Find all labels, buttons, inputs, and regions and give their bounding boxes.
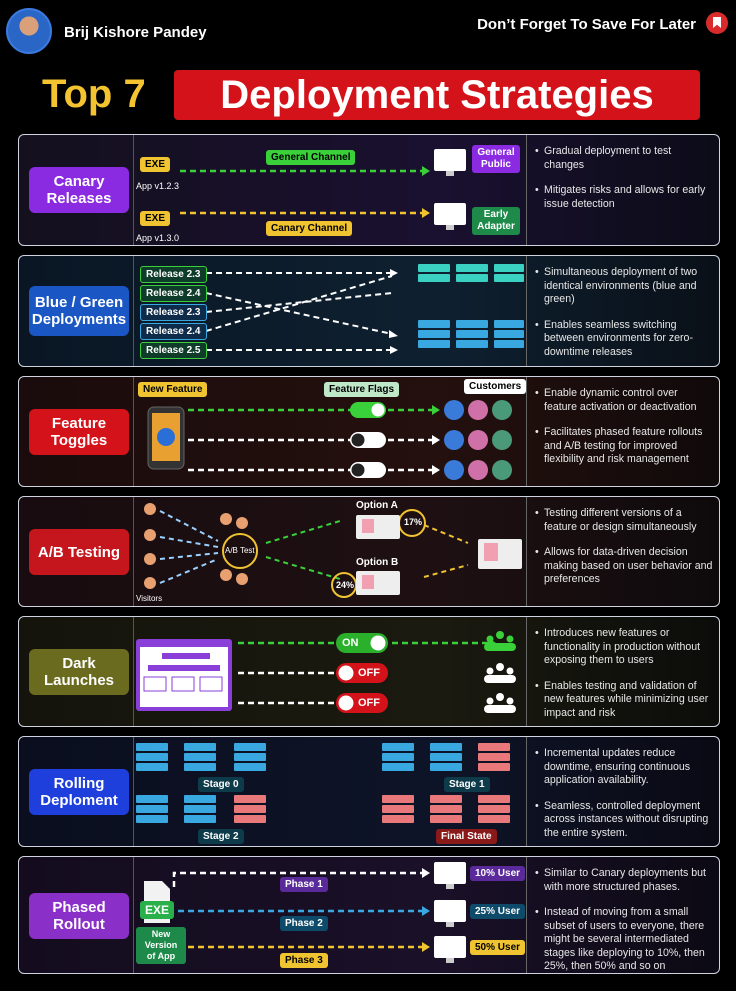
new-feature-label: New Feature <box>138 382 208 397</box>
feature-toggles-description: Enable dynamic control over feature acti… <box>526 377 719 486</box>
dark-launch-arrows <box>136 631 516 713</box>
section-label: Canary Releases <box>29 167 129 213</box>
user-50-label: 50% User <box>470 940 526 955</box>
author-name: Brij Kishore Pandey <box>64 24 207 41</box>
bullet: Incremental updates reduce downtime, ens… <box>535 747 713 788</box>
section-label: A/B Testing <box>29 529 129 575</box>
app-version-1: App v1.2.3 <box>136 181 180 191</box>
bullet: Allows for data-driven decision making b… <box>535 546 713 587</box>
stage-0-label: Stage 0 <box>198 777 244 792</box>
stage-2-label: Stage 2 <box>198 829 244 844</box>
final-state-label: Final State <box>436 829 497 844</box>
bullet: Enable dynamic control over feature acti… <box>535 387 713 414</box>
option-b-percent: 24% <box>336 580 355 590</box>
feature-toggles-diagram: New Feature Feature Flags Customers <box>133 377 527 486</box>
user-10-label: 10% User <box>470 866 526 881</box>
customers-label: Customers <box>464 379 527 394</box>
bookmark-icon[interactable] <box>706 12 728 34</box>
page-title: Top 7 Deployment Strategies <box>0 68 736 124</box>
phased-rollout-diagram: EXE New Version of App Phase 1 Phase 2 P… <box>133 857 526 973</box>
bullet: Testing different versions of a feature … <box>535 507 713 534</box>
canary-channel-label: Canary Channel <box>266 221 353 236</box>
title-part-2: Deployment Strategies <box>174 70 700 120</box>
rolling-server-grid <box>136 743 510 823</box>
general-public-label: General Public <box>472 145 520 173</box>
section-ab-testing: A/B Testing <box>18 496 720 607</box>
bullet: Seamless, controlled deployment across i… <box>535 800 713 841</box>
release-tag: Release 2.5 <box>140 342 207 359</box>
bullet: Enables seamless switching between envir… <box>535 319 713 360</box>
user-25-label: 25% User <box>470 904 526 919</box>
canary-description: Gradual deployment to test changes Mitiga… <box>526 135 719 245</box>
title-part-1: Top 7 <box>42 72 146 116</box>
option-a-percent: 17% <box>404 517 423 527</box>
feature-toggle-arrows <box>147 400 512 480</box>
phase-1-label: Phase 1 <box>280 877 328 892</box>
author-avatar <box>6 8 52 54</box>
exe-icon: EXE <box>140 901 175 919</box>
early-adapter-label: Early Adapter <box>472 207 520 235</box>
bullet: Gradual deployment to test changes <box>535 145 713 172</box>
bluegreen-diagram: Release 2.3 Release 2.4 Release 2.3 Rele… <box>133 256 525 366</box>
section-label: Rolling Deploment <box>29 769 129 815</box>
exe-icon: EXE <box>140 211 171 226</box>
section-label: Phased Rollout <box>29 893 129 939</box>
bullet: Similar to Canary deployments but with m… <box>535 867 713 894</box>
app-version-2: App v1.3.0 <box>136 233 180 243</box>
header: Brij Kishore Pandey Don’t Forget To Save… <box>0 0 736 70</box>
section-feature-toggles: Feature Toggles New Feature Featur <box>18 376 720 487</box>
canary-arrows <box>180 149 466 230</box>
bullet: Mitigates risks and allows for early iss… <box>535 184 713 211</box>
ab-testing-diagram: A/B Test Visitors Option A Option B 17% … <box>133 497 525 606</box>
release-tag: Release 2.3 <box>140 304 207 321</box>
section-phased-rollout: Phased Rollout EXE New Version of App Ph… <box>18 856 720 974</box>
rolling-description: Incremental updates reduce downtime, ens… <box>526 737 719 846</box>
phase-3-label: Phase 3 <box>280 953 328 968</box>
canary-diagram: EXE App v1.2.3 EXE App v1.3.0 General Ch… <box>133 135 525 245</box>
bullet: Instead of moving from a small subset of… <box>535 906 713 973</box>
bullet: Simultaneous deployment of two identical… <box>535 266 713 307</box>
bluegreen-description: Simultaneous deployment of two identical… <box>526 256 719 366</box>
ab-testing-description: Testing different versions of a feature … <box>526 497 719 606</box>
feature-flags-label: Feature Flags <box>324 382 400 397</box>
general-channel-label: General Channel <box>266 150 356 165</box>
stage-1-label: Stage 1 <box>444 777 490 792</box>
toggle-on-label: ON <box>342 637 359 649</box>
release-tag: Release 2.4 <box>140 323 207 340</box>
dark-launches-description: Introduces new features or functionality… <box>526 617 719 726</box>
bluegreen-arrows <box>205 264 524 354</box>
rolling-diagram: Stage 0 Stage 1 Stage 2 Final State <box>133 737 525 846</box>
release-tag: Release 2.4 <box>140 285 207 302</box>
new-version-label: New Version of App <box>136 927 186 964</box>
section-bluegreen: Blue / Green Deployments <box>18 255 720 367</box>
bullet: Enables testing and validation of new fe… <box>535 680 713 721</box>
visitors-label: Visitors <box>136 594 163 603</box>
option-b-label: Option B <box>356 557 399 568</box>
dark-launches-diagram: ON OFF OFF <box>133 617 525 726</box>
section-rolling: Rolling Deploment Stage 0 Stage 1 Stage <box>18 736 720 847</box>
section-label: Dark Launches <box>29 649 129 695</box>
phased-rollout-arrows <box>144 862 466 963</box>
phase-2-label: Phase 2 <box>280 916 328 931</box>
section-label: Feature Toggles <box>29 409 129 455</box>
save-reminder: Don’t Forget To Save For Later <box>477 16 696 33</box>
phased-rollout-description: Similar to Canary deployments but with m… <box>526 857 719 973</box>
ab-test-hub-label: A/B Test <box>225 546 255 555</box>
exe-icon: EXE <box>140 157 171 172</box>
toggle-off-label: OFF <box>358 697 380 709</box>
section-label: Blue / Green Deployments <box>29 286 129 336</box>
option-a-label: Option A <box>356 500 398 511</box>
ab-testing-arrows <box>144 503 522 598</box>
bullet: Introduces new features or functionality… <box>535 627 713 668</box>
toggle-off-label: OFF <box>358 667 380 679</box>
section-canary: Canary Releases EXE App v1.2.3 EXE App v… <box>18 134 720 246</box>
bullet: Facilitates phased feature rollouts and … <box>535 426 713 467</box>
release-tag: Release 2.3 <box>140 266 207 283</box>
section-dark-launches: Dark Launches ON OFF OFF <box>18 616 720 727</box>
